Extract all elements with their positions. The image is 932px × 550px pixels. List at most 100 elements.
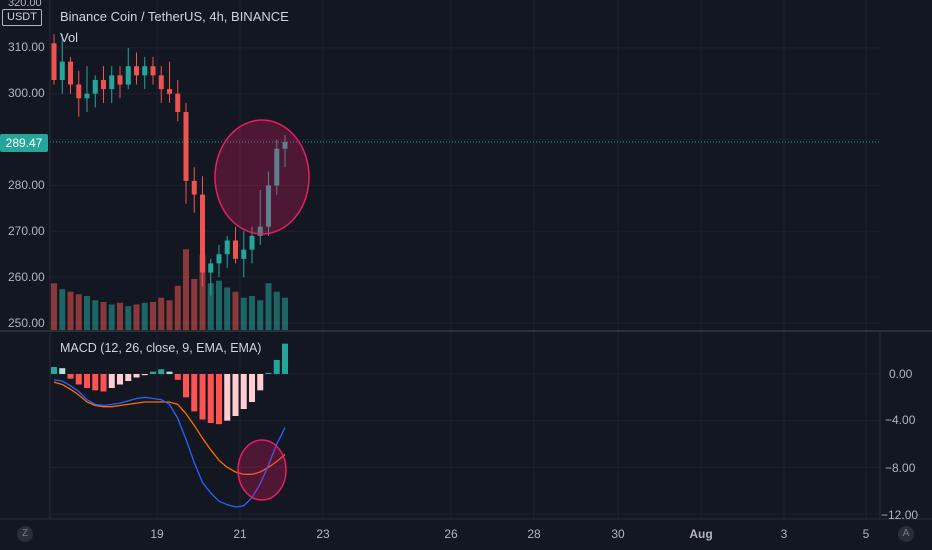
candle <box>76 70 82 117</box>
macd-histogram-bar <box>75 374 82 385</box>
candle <box>134 52 139 85</box>
volume-bar <box>108 304 115 330</box>
price-axis-label: 300.00 <box>8 86 45 100</box>
annotation-circle-price[interactable] <box>214 119 310 235</box>
macd-signal-line <box>53 381 286 475</box>
volume-bar <box>207 283 214 330</box>
volume-bar <box>174 285 181 330</box>
macd-histogram-bar <box>265 372 272 374</box>
candle <box>142 57 148 90</box>
currency-label[interactable]: USDT <box>2 9 42 26</box>
macd-histogram-bar <box>141 374 148 376</box>
volume-bar <box>84 296 90 330</box>
price-axis-label: 260.00 <box>8 270 45 284</box>
candle <box>191 167 197 213</box>
volume-bar <box>133 304 140 330</box>
volume-legend[interactable]: Vol <box>60 30 79 45</box>
macd-histogram-bar <box>257 374 264 391</box>
macd-histogram <box>51 343 288 425</box>
candle <box>68 57 73 94</box>
volume-bar <box>191 279 198 330</box>
volume-bar <box>282 297 288 330</box>
time-axis-label: Aug <box>689 527 713 541</box>
macd-histogram-bar <box>199 374 206 420</box>
volume-bar <box>257 300 264 330</box>
macd-histogram-bar <box>84 374 90 388</box>
grid <box>50 0 880 519</box>
macd-histogram-bar <box>92 374 99 391</box>
price-axis-label: 250.00 <box>8 316 45 330</box>
candle <box>274 139 280 195</box>
price-axis-label: 310.00 <box>8 40 45 54</box>
candle <box>150 57 156 85</box>
macd-histogram-bar <box>100 374 107 392</box>
macd-histogram-bar <box>117 374 123 385</box>
volume-bar <box>166 300 173 330</box>
candle <box>101 66 106 103</box>
time-axis-label: 28 <box>527 527 541 541</box>
volume-series <box>51 249 288 330</box>
annotation-circle-macd[interactable] <box>237 439 287 501</box>
volume-bar <box>125 306 132 330</box>
macd-histogram-bar <box>51 367 57 374</box>
volume-bar <box>216 280 222 330</box>
volume-bar <box>249 296 255 330</box>
macd-axis-label: −12.00 <box>881 508 919 522</box>
candle <box>59 34 65 94</box>
volume-bar <box>265 283 272 330</box>
macd-histogram-bar <box>133 374 140 378</box>
macd-histogram-bar <box>183 374 189 398</box>
macd-histogram-bar <box>108 374 115 388</box>
candlestick-series <box>51 34 288 296</box>
candle <box>241 231 247 278</box>
candle <box>167 61 172 103</box>
volume-bar <box>92 300 99 330</box>
macd-histogram-bar <box>158 369 165 374</box>
macd-histogram-bar <box>216 374 222 425</box>
volume-bar <box>141 302 148 330</box>
candle <box>216 245 222 278</box>
candle <box>175 79 181 122</box>
volume-bar <box>183 249 189 330</box>
time-axis-label: 26 <box>444 527 458 541</box>
auto-scale-button[interactable]: A <box>898 526 914 542</box>
time-axis-label: 3 <box>780 527 788 541</box>
candle <box>266 171 271 236</box>
macd-histogram-bar <box>249 374 255 402</box>
volume-bar <box>51 283 57 330</box>
volume-bar <box>232 291 239 330</box>
time-axis-label: 21 <box>233 527 247 541</box>
candle <box>51 34 57 85</box>
candle <box>92 75 98 108</box>
macd-histogram-bar <box>273 360 280 374</box>
candle <box>84 66 90 113</box>
macd-histogram-bar <box>166 371 173 374</box>
volume-bar <box>273 291 280 330</box>
volume-bar <box>240 297 247 330</box>
price-axis-label: 280.00 <box>8 178 45 192</box>
zoom-button[interactable]: Z <box>17 526 33 542</box>
macd-histogram-bar <box>282 343 288 374</box>
macd-axis-label: −8.00 <box>885 461 916 475</box>
candle <box>117 66 123 99</box>
macd-legend[interactable]: MACD (12, 26, close, 9, EMA, EMA) <box>60 341 262 355</box>
candle <box>233 226 238 264</box>
candle <box>257 190 263 246</box>
volume-bar <box>59 289 66 330</box>
volume-bar <box>100 301 107 330</box>
volume-bar <box>150 301 156 330</box>
time-axis-label: 5 <box>862 527 870 541</box>
candle <box>224 235 230 268</box>
symbol-legend[interactable]: Binance Coin / TetherUS, 4h, BINANCE <box>60 9 289 24</box>
time-axis-label: 30 <box>611 527 625 541</box>
current-price-badge: 289.47 <box>0 134 48 152</box>
volume-bar <box>67 291 74 330</box>
volume-bar <box>158 297 165 330</box>
candle <box>282 134 288 168</box>
macd-histogram-bar <box>224 374 231 421</box>
candle <box>125 47 131 90</box>
time-axis-label: 19 <box>150 527 164 541</box>
candle <box>109 66 115 103</box>
macd-histogram-bar <box>232 374 239 416</box>
